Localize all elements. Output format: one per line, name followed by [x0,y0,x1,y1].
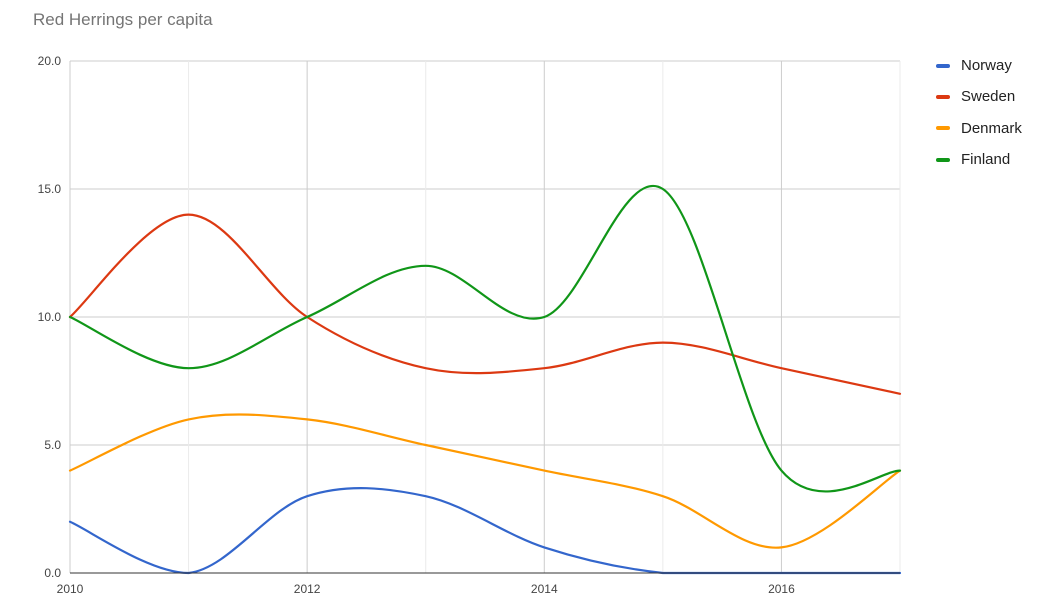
legend-item-sweden[interactable]: Sweden [936,81,1022,112]
legend-swatch [936,94,950,99]
legend-label: Sweden [961,88,1016,106]
legend-swatch [936,126,950,131]
x-tick-label: 2014 [531,582,558,596]
legend: Norway Sweden Denmark Finland [936,50,1022,175]
y-tick-label: 5.0 [44,438,61,452]
legend-item-finland[interactable]: Finland [936,144,1022,175]
legend-item-denmark[interactable]: Denmark [936,113,1022,144]
y-tick-label: 10.0 [38,310,62,324]
series-line-norway[interactable] [68,487,902,575]
legend-item-norway[interactable]: Norway [936,50,1022,81]
y-tick-label: 20.0 [38,54,62,68]
series-line-denmark[interactable] [68,413,902,549]
gridlines [69,60,901,574]
legend-label: Norway [961,57,1012,75]
y-tick-label: 0.0 [44,566,61,580]
legend-swatch [936,157,950,162]
y-axis-ticks: 0.0 5.0 10.0 15.0 20.0 [38,54,62,580]
x-axis-ticks: 2010 2012 2014 2016 [57,582,795,596]
x-tick-label: 2012 [294,582,321,596]
x-tick-label: 2016 [768,582,795,596]
series-lines [68,184,902,575]
y-tick-label: 15.0 [38,182,62,196]
x-tick-label: 2010 [57,582,84,596]
series-line-sweden[interactable] [68,213,902,395]
legend-label: Finland [961,151,1011,169]
legend-swatch [936,63,950,68]
series-line-finland[interactable] [68,184,902,493]
legend-label: Denmark [961,119,1022,137]
chart-title: Red Herrings per capita [33,10,213,29]
